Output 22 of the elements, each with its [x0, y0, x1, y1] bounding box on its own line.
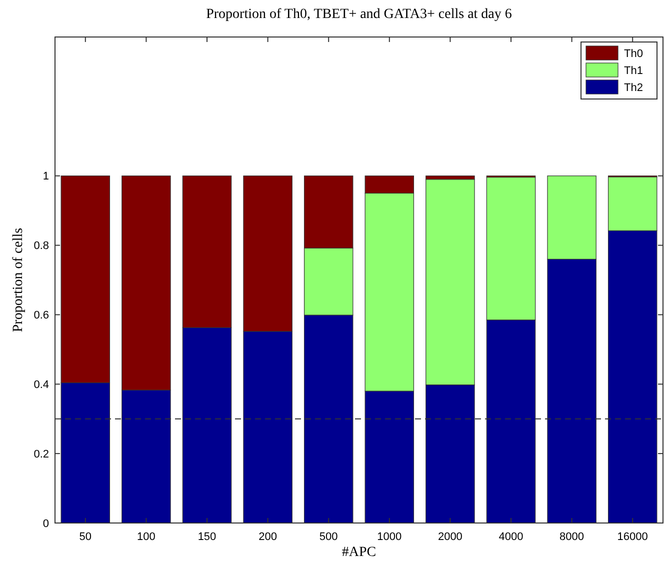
chart-title: Proportion of Th0, TBET+ and GATA3+ cells at day 6	[206, 7, 512, 22]
x-tick-label: 200	[258, 531, 277, 543]
x-tick-label: 8000	[560, 531, 584, 543]
x-tick-label: 16000	[617, 531, 648, 543]
x-tick-label: 150	[198, 531, 216, 543]
y-tick-label: 0.6	[34, 310, 49, 322]
x-tick-label: 4000	[498, 531, 524, 543]
legend-label: Th1	[624, 64, 643, 77]
x-axis-title: #APC	[342, 545, 376, 560]
y-tick-label: 0	[42, 518, 49, 530]
y-tick-label: 0.2	[34, 448, 49, 460]
legend-label: Th2	[624, 82, 643, 94]
x-tick-label: 1000	[377, 531, 402, 543]
x-tick-label: 100	[137, 531, 156, 543]
x-tick-label: 2000	[438, 531, 462, 543]
y-axis-title: Proportion of cells	[11, 228, 26, 332]
legend-label: Th0	[624, 48, 643, 60]
y-tick-label: 1	[42, 170, 49, 183]
x-tick-label: 50	[79, 531, 92, 543]
y-tick-label: 0.8	[34, 240, 49, 252]
x-tick-label: 500	[319, 531, 338, 543]
y-tick-label: 0.4	[34, 378, 49, 391]
